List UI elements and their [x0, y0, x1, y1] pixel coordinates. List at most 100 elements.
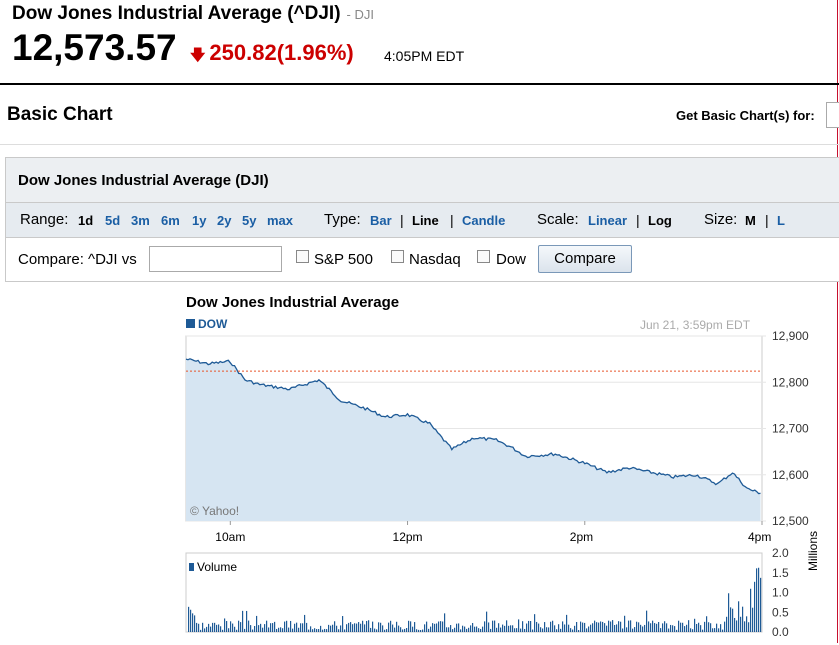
volume-bar [750, 588, 752, 632]
volume-bar [582, 622, 584, 632]
volume-bar [642, 626, 644, 632]
volume-bar [316, 629, 318, 632]
chart-controls-panel: Dow Jones Industrial Average (DJI) Range… [5, 157, 839, 282]
volume-bar [536, 621, 538, 632]
separator: | [765, 212, 769, 228]
legend-swatch [186, 319, 195, 328]
range-1y[interactable]: 1y [192, 213, 207, 228]
volume-bar [272, 623, 274, 632]
volume-bar [336, 625, 338, 632]
volume-bar [342, 616, 344, 632]
compare-row: Compare: ^DJI vs S&P 500 Nasdaq Dow Comp… [6, 238, 839, 280]
volume-bar [276, 628, 278, 632]
volume-bar [652, 620, 654, 632]
volume-bar [608, 620, 610, 632]
volume-bar [398, 625, 400, 632]
volume-bar [636, 621, 638, 632]
volume-bar [548, 627, 550, 632]
volume-bar [420, 630, 422, 632]
down-arrow-icon: 🡇 [190, 47, 206, 64]
volume-bar [504, 625, 506, 632]
options-row: Range: 1d 5d 3m 6m 1y 2y 5y max Type: Ba… [6, 203, 839, 238]
volume-bar [250, 625, 252, 632]
volume-bar [360, 623, 362, 632]
type-bar[interactable]: Bar [370, 213, 392, 228]
volume-bar [362, 620, 364, 632]
volume-bar [222, 629, 224, 632]
volume-bar [736, 620, 738, 632]
volume-bar [550, 621, 552, 632]
scale-log[interactable]: Log [648, 213, 672, 228]
volume-bar [746, 616, 748, 632]
yahoo-watermark: © Yahoo! [190, 504, 240, 518]
y-tick-label: 12,500 [772, 514, 809, 528]
range-6m[interactable]: 6m [161, 213, 180, 228]
sp500-checkbox[interactable] [296, 250, 309, 263]
size-l[interactable]: L [777, 213, 785, 228]
scale-linear[interactable]: Linear [588, 213, 628, 228]
x-tick-label: 4pm [748, 530, 771, 544]
volume-bar [286, 620, 288, 632]
range-5y[interactable]: 5y [242, 213, 257, 228]
y-tick-label: 12,700 [772, 422, 809, 436]
volume-bar [192, 613, 194, 632]
get-basic-input[interactable] [826, 102, 839, 128]
volume-bar [654, 623, 656, 632]
volume-bar [334, 621, 336, 632]
volume-bar [472, 622, 474, 632]
volume-bar [444, 613, 446, 632]
volume-bar [198, 623, 200, 632]
volume-y-tick-label: 0.0 [772, 625, 789, 639]
chart-title: Dow Jones Industrial Average [186, 294, 400, 311]
volume-bar [506, 620, 508, 632]
volume-bar [558, 624, 560, 632]
volume-bar [734, 617, 736, 632]
range-2y[interactable]: 2y [217, 213, 232, 228]
divider [0, 83, 839, 85]
range-1d[interactable]: 1d [78, 213, 94, 228]
volume-bar [632, 628, 634, 632]
dow-checkbox[interactable] [477, 250, 490, 263]
volume-bar [242, 610, 244, 632]
volume-bar [606, 625, 608, 632]
volume-bar [732, 608, 734, 632]
compare-input[interactable] [149, 246, 282, 272]
volume-bar [312, 629, 314, 632]
volume-bar [326, 629, 328, 632]
compare-button[interactable]: Compare [538, 245, 632, 273]
volume-bar [208, 623, 210, 632]
dow-label: Dow [496, 251, 527, 268]
volume-bar [452, 629, 454, 632]
volume-bar [232, 623, 234, 632]
type-line[interactable]: Line [412, 213, 439, 228]
volume-bar [696, 623, 698, 632]
volume-bar [748, 622, 750, 632]
size-m[interactable]: M [745, 213, 756, 228]
volume-bar [320, 625, 322, 632]
range-max[interactable]: max [267, 213, 294, 228]
get-basic-label: Get Basic Chart(s) for: [676, 108, 815, 123]
volume-bar [408, 620, 410, 632]
volume-bar [240, 622, 242, 632]
volume-bar [726, 616, 728, 632]
nasdaq-checkbox[interactable] [391, 250, 404, 263]
range-5d[interactable]: 5d [105, 213, 121, 228]
x-tick-label: 2pm [570, 530, 593, 544]
volume-bar [556, 629, 558, 632]
volume-bar [434, 623, 436, 632]
change-value: 250.82 [209, 40, 277, 65]
volume-bar [586, 628, 588, 632]
volume-bar [500, 627, 502, 632]
volume-bar [562, 621, 564, 632]
volume-bar [210, 626, 212, 632]
volume-bar [704, 621, 706, 632]
volume-bar [574, 625, 576, 632]
range-3m[interactable]: 3m [131, 213, 150, 228]
volume-bar [468, 627, 470, 632]
volume-plot-area [185, 552, 763, 633]
type-candle[interactable]: Candle [462, 213, 506, 228]
volume-bar [716, 623, 718, 632]
volume-bar [474, 626, 476, 632]
